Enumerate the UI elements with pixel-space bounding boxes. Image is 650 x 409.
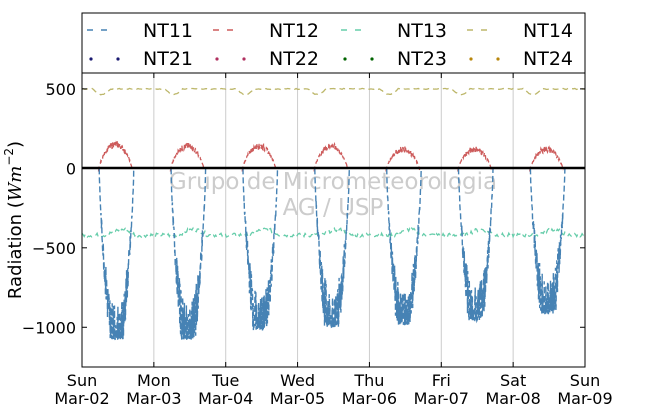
legend-marker-nt21	[89, 57, 93, 61]
series-line-nt12	[457, 145, 493, 172]
legend-marker-nt22	[215, 57, 219, 61]
x-tick-label-date: Mar-07	[414, 389, 469, 408]
x-axis-ticks: SunMar-02MonMar-03TueMar-04WedMar-05ThuM…	[54, 73, 613, 408]
y-tick-label: 500	[45, 80, 76, 99]
legend-label-nt11: NT11	[143, 20, 193, 42]
legend-marker-nt23	[343, 57, 347, 61]
series-line-nt12	[313, 141, 349, 172]
series-line-nt12	[97, 140, 133, 172]
series-line-nt11	[170, 168, 207, 341]
watermark-line-2: AG / USP	[283, 195, 384, 221]
legend-label-nt21: NT21	[143, 48, 193, 70]
legend-marker-nt24	[496, 57, 500, 61]
series-line-nt12	[241, 142, 277, 172]
x-tick-label-day: Sun	[67, 371, 97, 390]
x-tick-label-day: Fri	[432, 371, 451, 390]
series-line-nt11	[386, 168, 422, 326]
series-layer	[81, 87, 586, 341]
series-line-nt14	[81, 87, 586, 96]
legend-label-nt23: NT23	[397, 48, 447, 70]
x-tick-label-date: Mar-09	[557, 389, 612, 408]
series-line-nt12	[169, 142, 205, 172]
y-axis-label-exponent: −2	[2, 148, 16, 166]
y-axis-ticks: 500 0 −500 −1000	[22, 80, 585, 337]
watermark-line-1: Grupo de Micrometeorologia	[169, 169, 497, 195]
legend-marker-nt24	[469, 57, 473, 61]
legend-label-nt22: NT22	[269, 48, 319, 70]
y-axis-label-close: )	[5, 141, 26, 148]
y-tick-label: 0	[66, 159, 76, 178]
legend: NT11 NT12 NT13 NT14 NT21 NT22 NT23 NT24	[87, 20, 573, 70]
series-line-nt13	[81, 226, 585, 240]
x-tick-label-date: Mar-05	[270, 389, 325, 408]
series-line-nt12	[385, 146, 421, 172]
y-tick-label: −500	[32, 239, 76, 258]
series-line-nt11	[242, 168, 279, 331]
x-tick-label-day: Sat	[500, 371, 526, 390]
legend-marker-nt21	[116, 57, 120, 61]
x-tick-label-date: Mar-08	[485, 389, 540, 408]
x-tick-label-date: Mar-04	[198, 389, 253, 408]
y-axis-label-unit: Wm	[5, 166, 26, 202]
legend-marker-nt23	[370, 57, 374, 61]
x-tick-label-day: Wed	[280, 371, 315, 390]
vertical-gridlines	[153, 73, 514, 367]
series-line-nt11	[314, 168, 350, 329]
series-line-nt11	[98, 168, 135, 341]
series-line-nt11	[529, 168, 566, 317]
legend-box	[81, 12, 586, 74]
legend-marker-nt22	[242, 57, 246, 61]
legend-label-nt13: NT13	[397, 20, 447, 42]
legend-label-nt12: NT12	[269, 20, 319, 42]
x-tick-label-day: Sun	[570, 371, 600, 390]
series-line-nt11	[457, 168, 494, 324]
x-tick-label-date: Mar-03	[126, 389, 181, 408]
series-line-nt12	[529, 145, 564, 172]
y-axis-label-text: Radiation (	[5, 201, 26, 299]
y-axis-label: Radiation (Wm−2)	[2, 141, 26, 299]
legend-label-nt14: NT14	[523, 20, 573, 42]
x-tick-label-day: Thu	[353, 371, 384, 390]
x-tick-label-date: Mar-06	[342, 389, 397, 408]
y-tick-label: −1000	[22, 318, 76, 337]
x-tick-label-date: Mar-02	[54, 389, 109, 408]
x-tick-label-day: Tue	[211, 371, 239, 390]
legend-label-nt24: NT24	[523, 48, 573, 70]
x-tick-label-day: Mon	[137, 371, 171, 390]
